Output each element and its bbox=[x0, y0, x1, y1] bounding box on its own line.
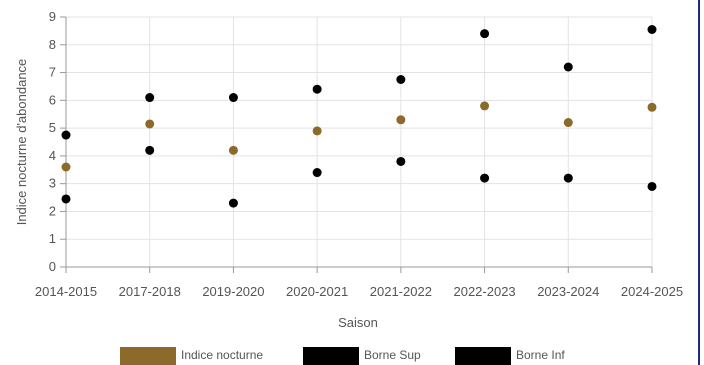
x-tick-label: 2019-2020 bbox=[202, 284, 264, 299]
y-tick-label: 5 bbox=[49, 120, 56, 135]
point-borne-inf bbox=[647, 181, 657, 191]
point-indice-nocturne bbox=[228, 145, 238, 155]
y-tick-label: 2 bbox=[49, 203, 56, 218]
point-borne-sup bbox=[145, 93, 155, 103]
point-indice-nocturne bbox=[396, 115, 406, 125]
x-tick-label: 2023-2024 bbox=[537, 284, 599, 299]
y-tick-label: 7 bbox=[49, 65, 56, 80]
x-tick-label: 2014-2015 bbox=[35, 284, 97, 299]
point-borne-inf bbox=[312, 168, 322, 178]
x-tick-labels: 2014-2015 2017-2018 2019-2020 2020-2021 2021… bbox=[35, 284, 683, 299]
point-borne-sup bbox=[480, 29, 490, 39]
point-borne-sup bbox=[61, 130, 71, 140]
point-borne-inf bbox=[61, 194, 71, 204]
y-tick-label: 0 bbox=[49, 259, 56, 274]
legend-swatch-borne-inf[interactable] bbox=[455, 347, 511, 365]
x-axis-title: Saison bbox=[338, 315, 378, 330]
point-borne-sup bbox=[312, 84, 322, 94]
point-indice-nocturne bbox=[61, 162, 71, 172]
point-indice-nocturne bbox=[647, 102, 657, 112]
legend-swatch-borne-sup[interactable] bbox=[303, 347, 359, 365]
legend-swatch-indice-nocturne[interactable] bbox=[120, 347, 176, 365]
x-tick-label: 2020-2021 bbox=[286, 284, 348, 299]
legend-label-indice-nocturne[interactable]: Indice nocturne bbox=[181, 348, 263, 362]
frame-border-line bbox=[698, 0, 700, 365]
point-borne-sup bbox=[228, 93, 238, 103]
y-tick-label: 9 bbox=[49, 9, 56, 24]
point-borne-inf bbox=[228, 198, 238, 208]
y-axis-title: Indice nocturne d'abondance bbox=[14, 59, 29, 226]
y-tick-label: 8 bbox=[49, 37, 56, 52]
y-tick-label: 1 bbox=[49, 231, 56, 246]
data-points bbox=[61, 25, 657, 208]
y-tick-label: 3 bbox=[49, 176, 56, 191]
point-borne-inf bbox=[396, 156, 406, 166]
y-tick-label: 6 bbox=[49, 92, 56, 107]
y-tick-labels: 0 1 2 3 4 5 6 7 8 9 bbox=[49, 9, 56, 274]
axes bbox=[60, 16, 653, 273]
point-indice-nocturne bbox=[312, 126, 322, 136]
point-indice-nocturne bbox=[145, 119, 155, 129]
point-indice-nocturne bbox=[563, 118, 573, 128]
x-tick-label: 2017-2018 bbox=[119, 284, 181, 299]
x-tick-label: 2022-2023 bbox=[453, 284, 515, 299]
legend-label-borne-sup[interactable]: Borne Sup bbox=[364, 348, 421, 362]
legend: Indice nocturne Borne Sup Borne Inf bbox=[120, 347, 565, 365]
x-tick-label: 2021-2022 bbox=[370, 284, 432, 299]
grid-lines bbox=[65, 16, 653, 268]
point-borne-inf bbox=[480, 173, 490, 183]
point-borne-inf bbox=[563, 173, 573, 183]
point-indice-nocturne bbox=[480, 101, 490, 111]
y-tick-label: 4 bbox=[49, 148, 56, 163]
point-borne-sup bbox=[396, 75, 406, 84]
x-tick-label: 2024-2025 bbox=[621, 284, 683, 299]
point-borne-inf bbox=[145, 145, 155, 155]
legend-label-borne-inf[interactable]: Borne Inf bbox=[516, 348, 565, 362]
point-borne-sup bbox=[563, 62, 573, 72]
point-borne-sup bbox=[647, 25, 657, 34]
